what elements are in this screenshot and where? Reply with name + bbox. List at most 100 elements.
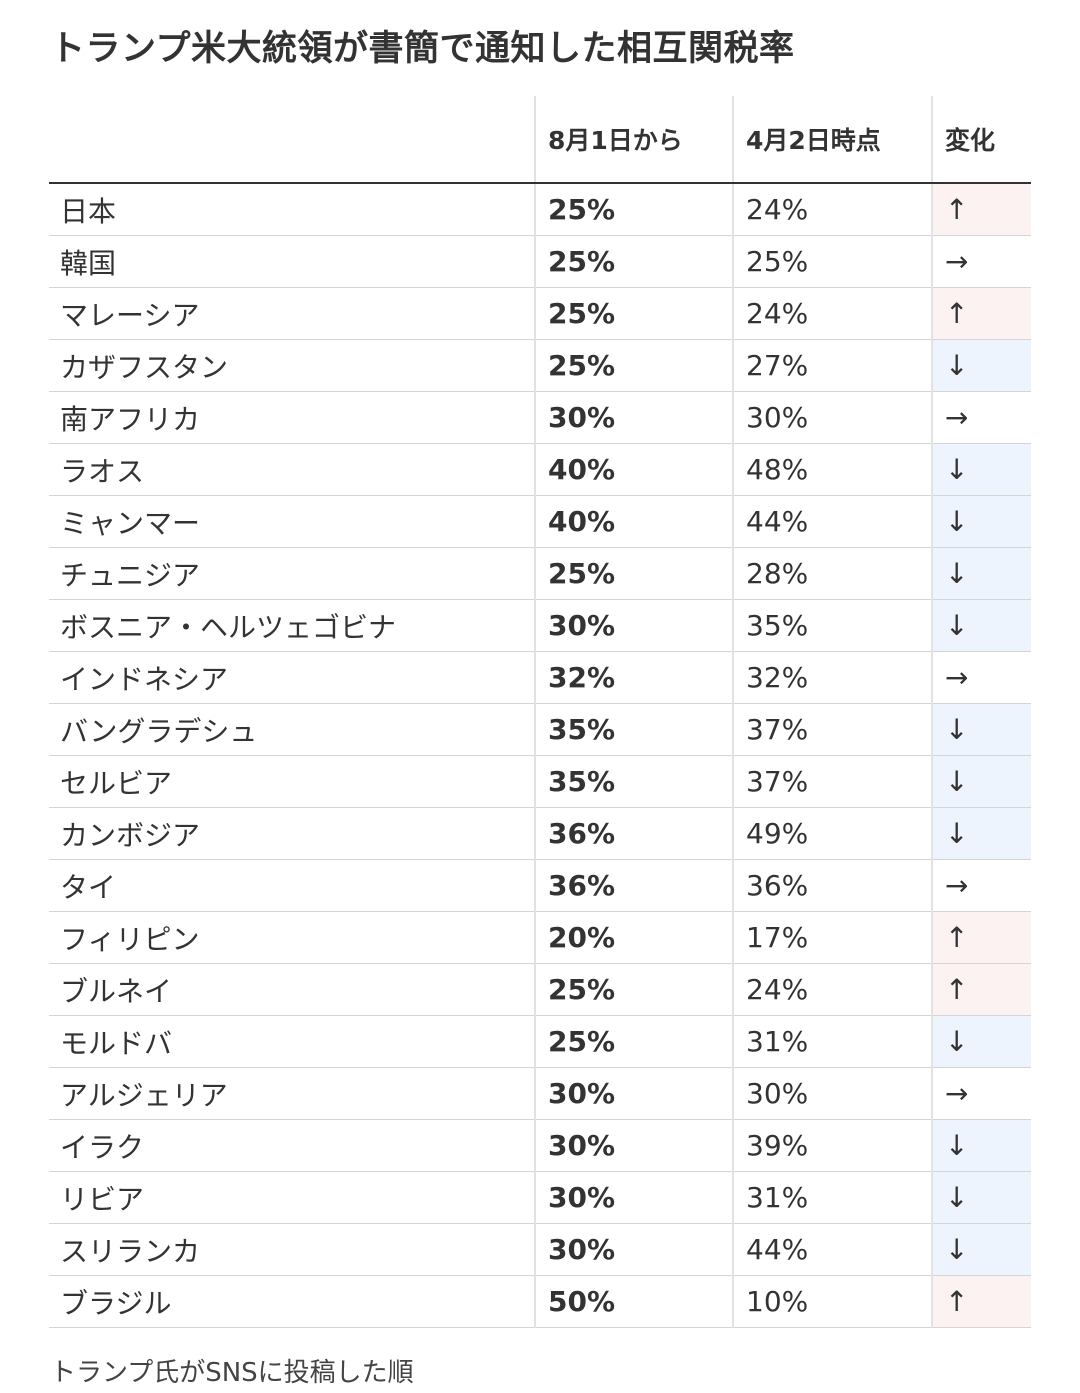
change-arrow-cell: → [931,651,1031,704]
footnote: トランプ氏がSNSに投稿した順 [50,1358,414,1388]
country-cell: ブルネイ [49,963,535,1016]
new-rate-cell: 25% [534,235,733,288]
change-arrow-cell: ↑ [931,287,1031,340]
country-cell: リビア [49,1171,535,1224]
table-row: 南アフリカ 30% 30% → [49,391,1031,444]
old-rate-cell: 30% [732,391,932,444]
table-body: 日本 25% 24% ↑ 韓国 25% 25% → マレーシア 25% 24% ↑ カザフスタン 25% 2… [49,183,1031,1328]
old-rate-cell: 27% [732,339,932,392]
change-arrow-cell: ↓ [931,807,1031,860]
change-arrow-cell: ↑ [931,911,1031,964]
old-rate-cell: 37% [732,755,932,808]
header-from-aug-1: 8月1日から [534,96,733,184]
country-cell: 日本 [49,183,535,236]
change-arrow-cell: ↓ [931,755,1031,808]
country-cell: カンボジア [49,807,535,860]
old-rate-cell: 35% [732,599,932,652]
country-cell: ラオス [49,443,535,496]
change-arrow-cell: ↓ [931,599,1031,652]
new-rate-cell: 30% [534,391,733,444]
old-rate-cell: 31% [732,1015,932,1068]
country-cell: カザフスタン [49,339,535,392]
table-row: アルジェリア 30% 30% → [49,1067,1031,1120]
table-header: 8月1日から 4月2日時点 変化 [49,96,1031,184]
change-arrow-cell: ↓ [931,1223,1031,1276]
change-arrow-cell: ↑ [931,1275,1031,1328]
old-rate-cell: 24% [732,183,932,236]
change-arrow-cell: ↓ [931,703,1031,756]
country-cell: セルビア [49,755,535,808]
old-rate-cell: 31% [732,1171,932,1224]
table-row: ボスニア・ヘルツェゴビナ 30% 35% ↓ [49,599,1031,652]
table-row: タイ 36% 36% → [49,859,1031,912]
old-rate-cell: 24% [732,963,932,1016]
new-rate-cell: 40% [534,443,733,496]
table-row: ブルネイ 25% 24% ↑ [49,963,1031,1016]
change-arrow-cell: → [931,235,1031,288]
table-row: カザフスタン 25% 27% ↓ [49,339,1031,392]
table-row: 日本 25% 24% ↑ [49,183,1031,236]
table-row: ブラジル 50% 10% ↑ [49,1275,1031,1328]
change-arrow-cell: ↓ [931,1171,1031,1224]
table-row: ミャンマー 40% 44% ↓ [49,495,1031,548]
old-rate-cell: 37% [732,703,932,756]
old-rate-cell: 32% [732,651,932,704]
country-cell: インドネシア [49,651,535,704]
country-cell: バングラデシュ [49,703,535,756]
change-arrow-cell: ↓ [931,495,1031,548]
country-cell: フィリピン [49,911,535,964]
change-arrow-cell: ↑ [931,963,1031,1016]
table-row: セルビア 35% 37% ↓ [49,755,1031,808]
table-row: リビア 30% 31% ↓ [49,1171,1031,1224]
old-rate-cell: 10% [732,1275,932,1328]
new-rate-cell: 30% [534,1171,733,1224]
new-rate-cell: 30% [534,1223,733,1276]
page-title: トランプ米大統領が書簡で通知した相互関税率 [50,29,795,69]
country-cell: チュニジア [49,547,535,600]
change-arrow-cell: → [931,859,1031,912]
new-rate-cell: 25% [534,287,733,340]
change-arrow-cell: ↓ [931,1015,1031,1068]
change-arrow-cell: → [931,1067,1031,1120]
table-row: モルドバ 25% 31% ↓ [49,1015,1031,1068]
country-cell: 韓国 [49,235,535,288]
new-rate-cell: 36% [534,807,733,860]
new-rate-cell: 20% [534,911,733,964]
country-cell: アルジェリア [49,1067,535,1120]
old-rate-cell: 24% [732,287,932,340]
new-rate-cell: 30% [534,1119,733,1172]
country-cell: ブラジル [49,1275,535,1328]
new-rate-cell: 25% [534,339,733,392]
old-rate-cell: 28% [732,547,932,600]
new-rate-cell: 25% [534,1015,733,1068]
table-row: カンボジア 36% 49% ↓ [49,807,1031,860]
table-row: 韓国 25% 25% → [49,235,1031,288]
tariff-table: 8月1日から 4月2日時点 変化 日本 25% 24% ↑ 韓国 25% 25% → マレーシア… [49,96,1031,1328]
new-rate-cell: 50% [534,1275,733,1328]
new-rate-cell: 25% [534,183,733,236]
country-cell: 南アフリカ [49,391,535,444]
old-rate-cell: 44% [732,1223,932,1276]
new-rate-cell: 32% [534,651,733,704]
new-rate-cell: 40% [534,495,733,548]
old-rate-cell: 44% [732,495,932,548]
table-row: フィリピン 20% 17% ↑ [49,911,1031,964]
old-rate-cell: 49% [732,807,932,860]
old-rate-cell: 36% [732,859,932,912]
old-rate-cell: 39% [732,1119,932,1172]
new-rate-cell: 30% [534,1067,733,1120]
new-rate-cell: 25% [534,963,733,1016]
table-row: イラク 30% 39% ↓ [49,1119,1031,1172]
change-arrow-cell: ↓ [931,443,1031,496]
header-as-of-apr-2: 4月2日時点 [732,96,932,184]
country-cell: ボスニア・ヘルツェゴビナ [49,599,535,652]
table-row: マレーシア 25% 24% ↑ [49,287,1031,340]
country-cell: ミャンマー [49,495,535,548]
old-rate-cell: 30% [732,1067,932,1120]
country-cell: イラク [49,1119,535,1172]
change-arrow-cell: → [931,391,1031,444]
change-arrow-cell: ↓ [931,547,1031,600]
new-rate-cell: 35% [534,755,733,808]
country-cell: マレーシア [49,287,535,340]
header-change: 変化 [931,96,1031,184]
